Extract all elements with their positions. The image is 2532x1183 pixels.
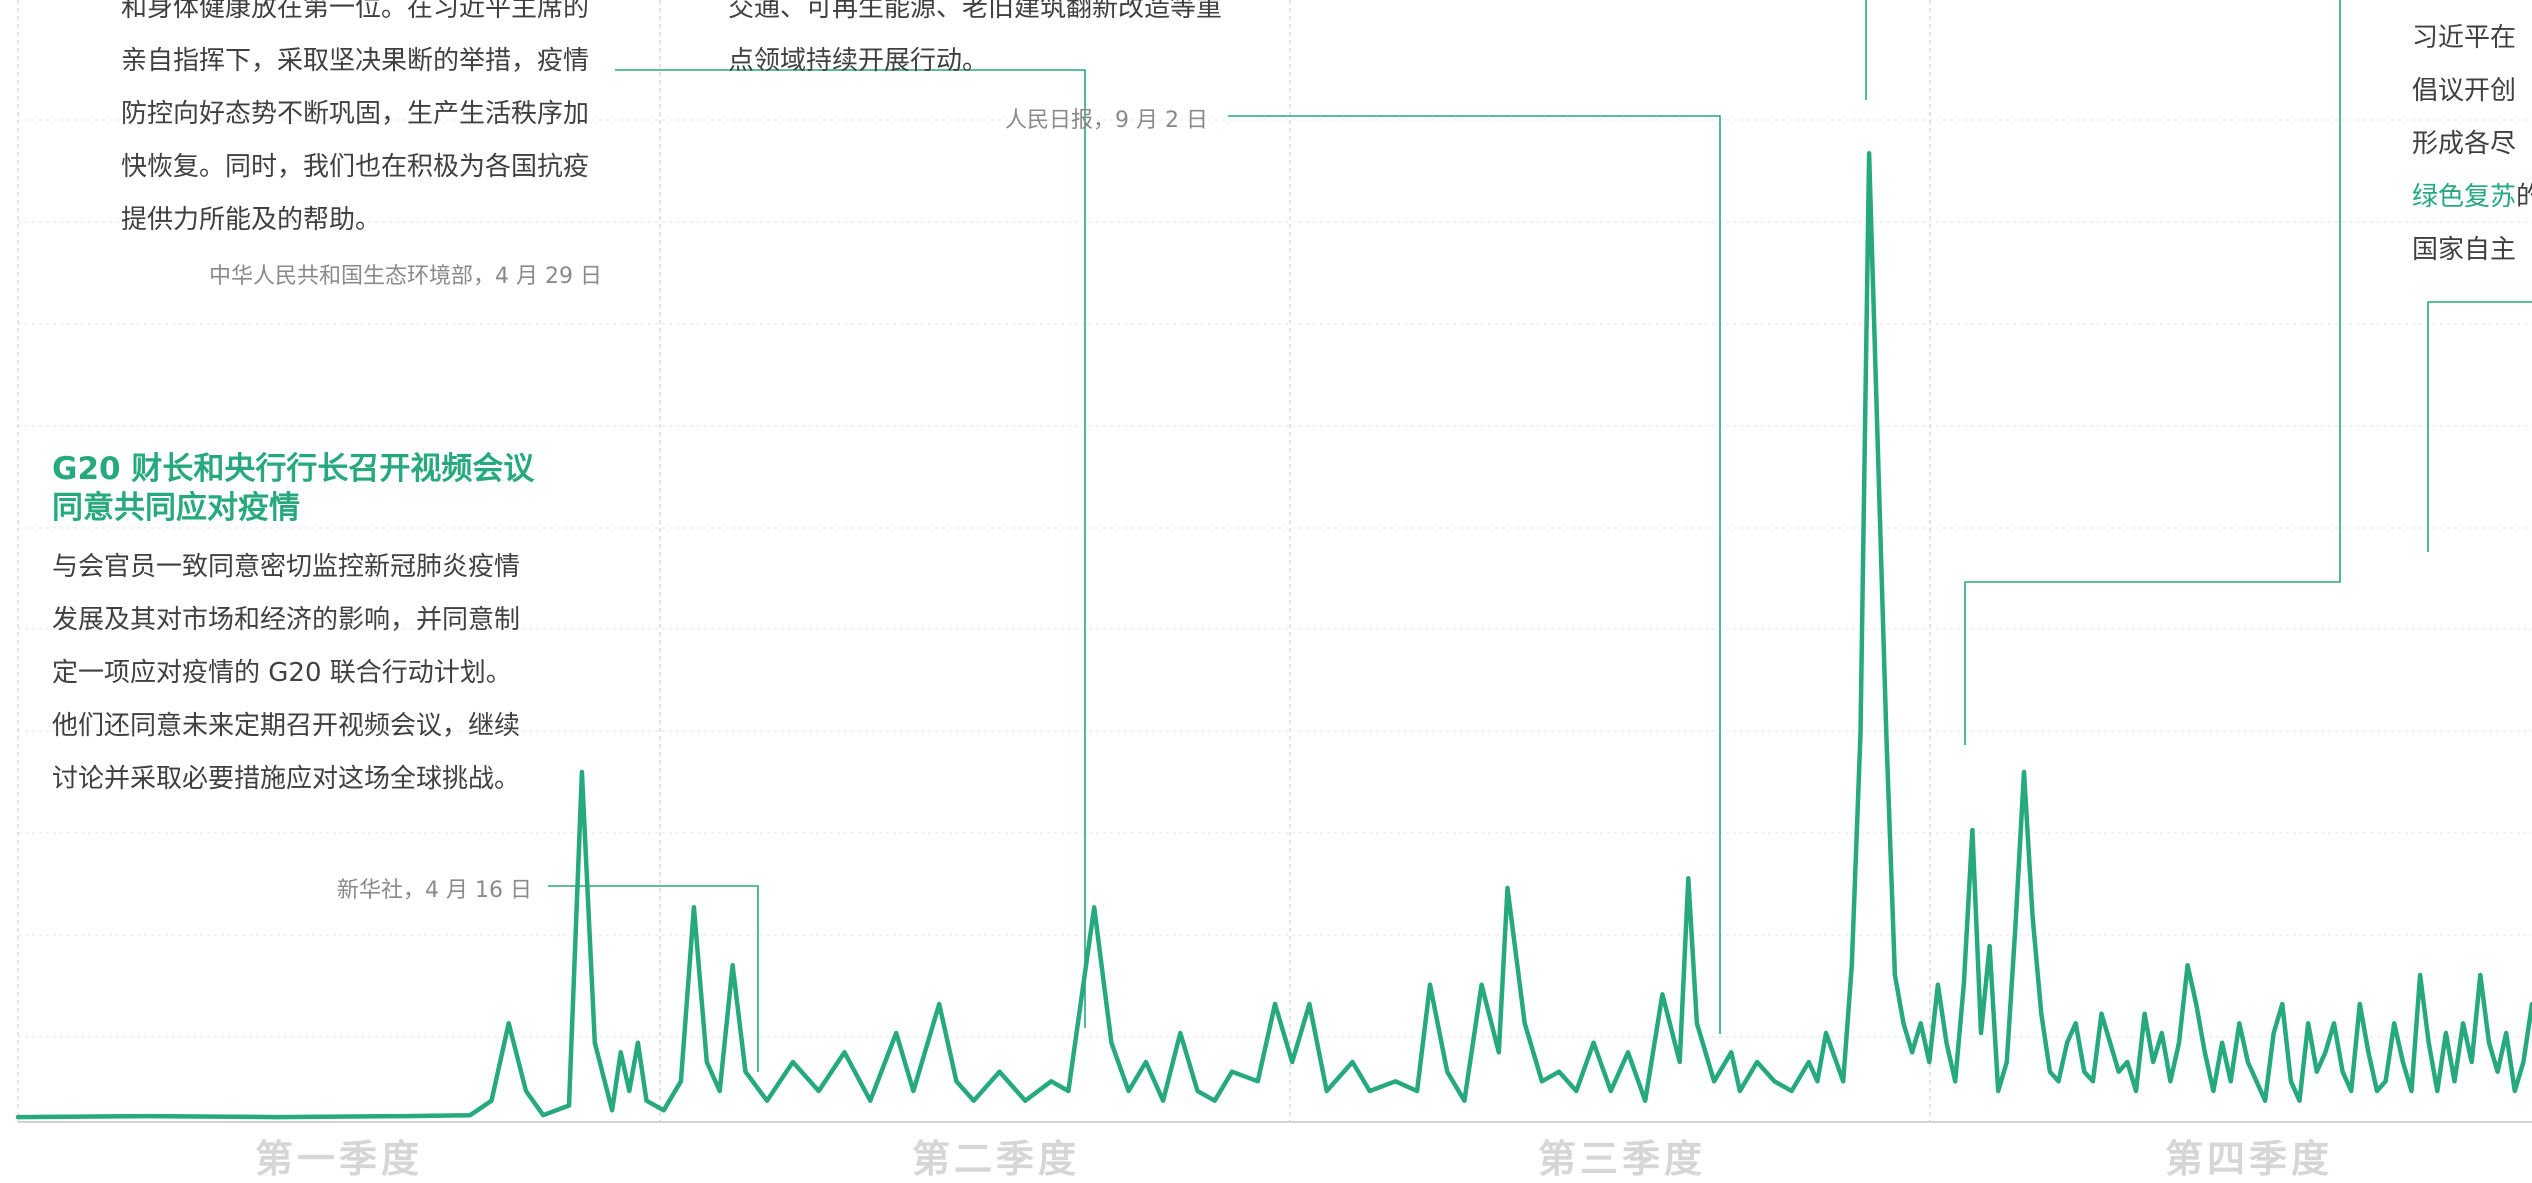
- annotation-xi-initiative-body: 习近平在 倡议开创 形成各尽 绿色复苏的 国家自主: [2412, 12, 2532, 277]
- annotation-eco-ministry-body: 和身体健康放在第一位。在习近平主席的亲自指挥下，采取坚决果断的举措，疫情防控向好…: [121, 0, 590, 235]
- annotation-xi-line-3: 形成各尽: [2412, 129, 2517, 159]
- quarter-label-q3: 第三季度: [1538, 1137, 1707, 1181]
- leader-line-g20: [548, 885, 759, 1072]
- annotation-xi-line-4: 绿色复苏的: [2412, 171, 2532, 224]
- annotation-leaders: [548, 0, 2532, 1072]
- leader-line-eco-ministry: [615, 69, 1086, 1028]
- annotation-xi-highlight-tail: 的: [2516, 182, 2532, 212]
- annotation-g20-body: 与会官员一致同意密切监控新冠肺炎疫情发展及其对市场和经济的影响，并同意制定一项应…: [52, 552, 521, 794]
- quarter-dividers: [17, 0, 1931, 1122]
- annotation-peoples-daily-body: 交通、可再生能源、老旧建筑翻新改造等重点领域持续开展行动。: [728, 0, 1223, 76]
- annotation-xi-line-5: 国家自主: [2412, 235, 2517, 265]
- annotation-xi-line-2: 倡议开创: [2412, 76, 2517, 106]
- leader-line-fourth-quarter-peak: [1964, 0, 2341, 745]
- annotation-peoples-daily-source: 人民日报，9 月 2 日: [1005, 108, 1208, 133]
- leader-line-xi-initiative: [2427, 301, 2532, 552]
- annotation-xi-highlight: 绿色复苏: [2412, 182, 2517, 212]
- annotation-xi-line-1: 习近平在: [2412, 23, 2517, 53]
- quarter-label-q4: 第四季度: [2165, 1137, 2334, 1181]
- annotation-g20-source: 新华社，4 月 16 日: [337, 878, 532, 903]
- chart-gridlines: [18, 119, 2532, 1038]
- series-line: [15, 151, 2532, 1120]
- annotation-g20-title: G20 财长和央行行长召开视频会议同意共同应对疫情: [52, 451, 535, 526]
- leader-line-peoples-daily: [1228, 115, 1721, 1034]
- annotation-eco-ministry-source: 中华人民共和国生态环境部，4 月 29 日: [209, 264, 602, 289]
- quarter-label-q2: 第二季度: [912, 1137, 1081, 1181]
- quarter-label-q1: 第一季度: [255, 1137, 424, 1181]
